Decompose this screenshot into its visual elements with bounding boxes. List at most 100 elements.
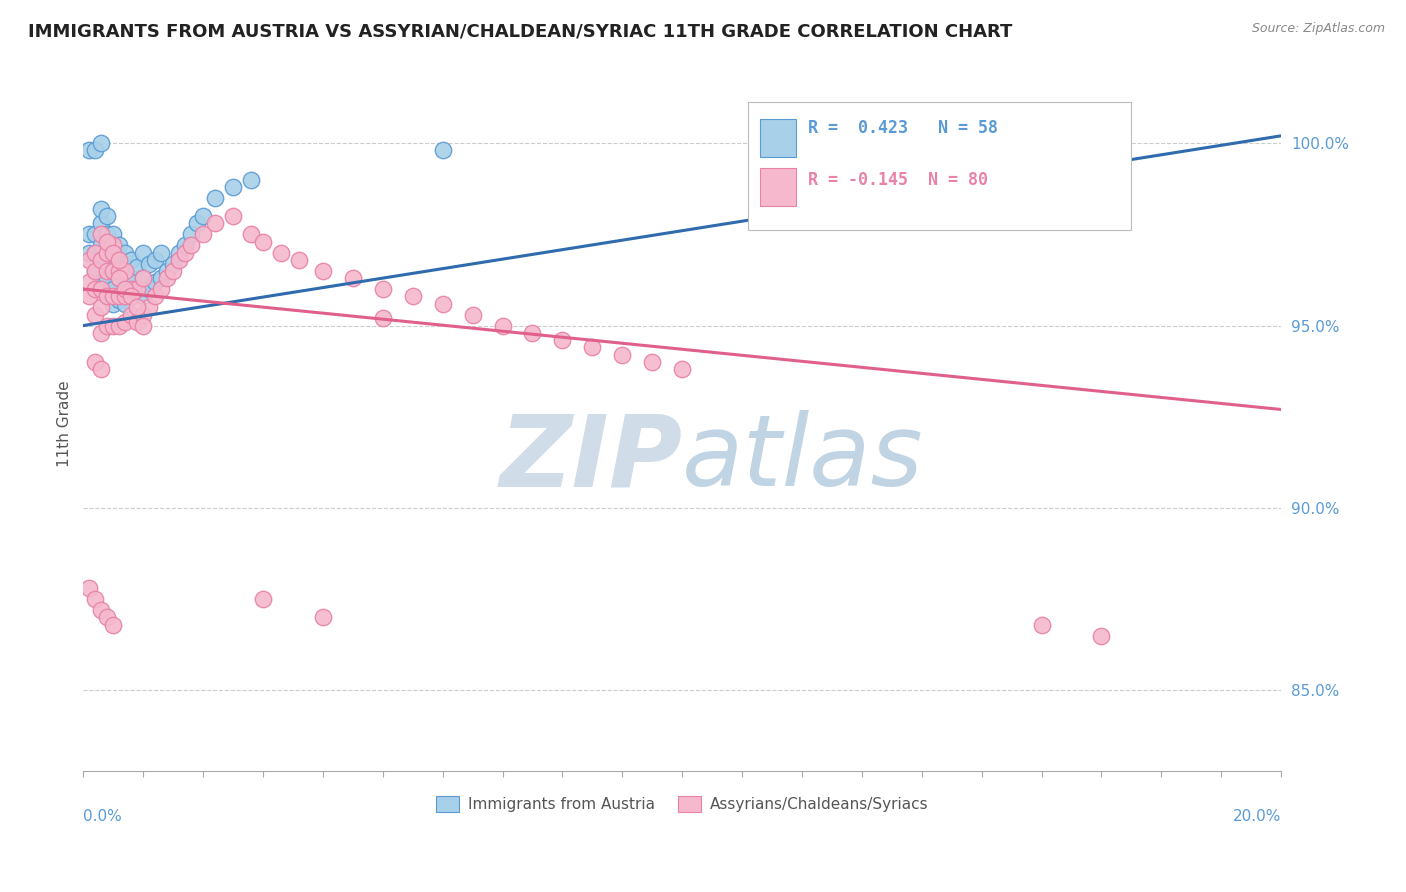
Text: atlas: atlas bbox=[682, 410, 924, 508]
Point bbox=[84, 282, 107, 296]
Text: R =  0.423   N = 58: R = 0.423 N = 58 bbox=[808, 119, 998, 137]
Point bbox=[191, 209, 214, 223]
Point bbox=[84, 227, 107, 242]
Legend: Immigrants from Austria, Assyrians/Chaldeans/Syriacs: Immigrants from Austria, Assyrians/Chald… bbox=[430, 790, 935, 819]
Point bbox=[90, 136, 112, 150]
Point bbox=[96, 227, 118, 242]
Point bbox=[252, 592, 274, 607]
Point bbox=[108, 271, 131, 285]
Point bbox=[90, 301, 112, 315]
Point bbox=[167, 252, 190, 267]
Point bbox=[186, 216, 208, 230]
Text: 0.0%: 0.0% bbox=[83, 809, 122, 824]
Point bbox=[120, 252, 142, 267]
Point bbox=[96, 610, 118, 624]
Point bbox=[96, 245, 118, 260]
Point bbox=[90, 275, 112, 289]
Point bbox=[103, 245, 125, 260]
Point bbox=[120, 289, 142, 303]
Point bbox=[114, 245, 136, 260]
Point bbox=[180, 227, 202, 242]
Point bbox=[90, 252, 112, 267]
Point bbox=[77, 581, 100, 595]
Point bbox=[371, 282, 394, 296]
Point bbox=[156, 264, 179, 278]
Point bbox=[84, 592, 107, 607]
Point bbox=[252, 235, 274, 249]
Point bbox=[1000, 144, 1022, 158]
FancyBboxPatch shape bbox=[761, 119, 796, 157]
Point bbox=[191, 227, 214, 242]
Point bbox=[150, 271, 173, 285]
Point bbox=[77, 252, 100, 267]
Point bbox=[288, 252, 311, 267]
Point bbox=[96, 271, 118, 285]
Point bbox=[103, 296, 125, 310]
Point bbox=[312, 264, 335, 278]
Point bbox=[432, 296, 454, 310]
Point bbox=[103, 245, 125, 260]
Point bbox=[342, 271, 364, 285]
Point bbox=[90, 216, 112, 230]
Point bbox=[204, 216, 226, 230]
Point bbox=[77, 275, 100, 289]
Point bbox=[127, 301, 149, 315]
Point bbox=[84, 144, 107, 158]
Point bbox=[114, 315, 136, 329]
Point bbox=[222, 180, 245, 194]
Point bbox=[103, 617, 125, 632]
Point bbox=[108, 252, 131, 267]
Point bbox=[96, 264, 118, 278]
Point bbox=[522, 326, 544, 340]
Point bbox=[132, 289, 155, 303]
Point bbox=[1090, 629, 1112, 643]
Point bbox=[96, 235, 118, 249]
Point bbox=[156, 271, 179, 285]
Point bbox=[96, 289, 118, 303]
Point bbox=[132, 271, 155, 285]
Point bbox=[90, 362, 112, 376]
Point bbox=[204, 191, 226, 205]
Point bbox=[581, 341, 603, 355]
Point bbox=[90, 603, 112, 617]
Point bbox=[90, 326, 112, 340]
Point bbox=[222, 209, 245, 223]
Point bbox=[120, 289, 142, 303]
Point bbox=[180, 238, 202, 252]
Point bbox=[84, 264, 107, 278]
Point bbox=[90, 282, 112, 296]
Point bbox=[174, 238, 197, 252]
Text: R = -0.145  N = 80: R = -0.145 N = 80 bbox=[808, 171, 988, 189]
Point bbox=[90, 238, 112, 252]
Point bbox=[120, 308, 142, 322]
Point bbox=[103, 264, 125, 278]
Point bbox=[402, 289, 425, 303]
Point bbox=[312, 610, 335, 624]
Point bbox=[174, 245, 197, 260]
Point bbox=[167, 245, 190, 260]
Point bbox=[1031, 617, 1053, 632]
FancyBboxPatch shape bbox=[748, 102, 1132, 230]
Point bbox=[84, 245, 107, 260]
Point bbox=[96, 318, 118, 333]
Point bbox=[461, 308, 484, 322]
Point bbox=[114, 264, 136, 278]
Point bbox=[143, 252, 166, 267]
Point bbox=[127, 260, 149, 275]
Point bbox=[138, 282, 160, 296]
Point bbox=[138, 256, 160, 270]
Point bbox=[103, 318, 125, 333]
Point bbox=[96, 209, 118, 223]
Point bbox=[114, 296, 136, 310]
Point bbox=[150, 282, 173, 296]
Point bbox=[132, 318, 155, 333]
Point bbox=[108, 238, 131, 252]
Point bbox=[551, 333, 574, 347]
Point bbox=[103, 227, 125, 242]
Point bbox=[77, 227, 100, 242]
Point bbox=[491, 318, 513, 333]
Point bbox=[108, 252, 131, 267]
Point bbox=[270, 245, 292, 260]
Point bbox=[84, 245, 107, 260]
Point bbox=[132, 271, 155, 285]
